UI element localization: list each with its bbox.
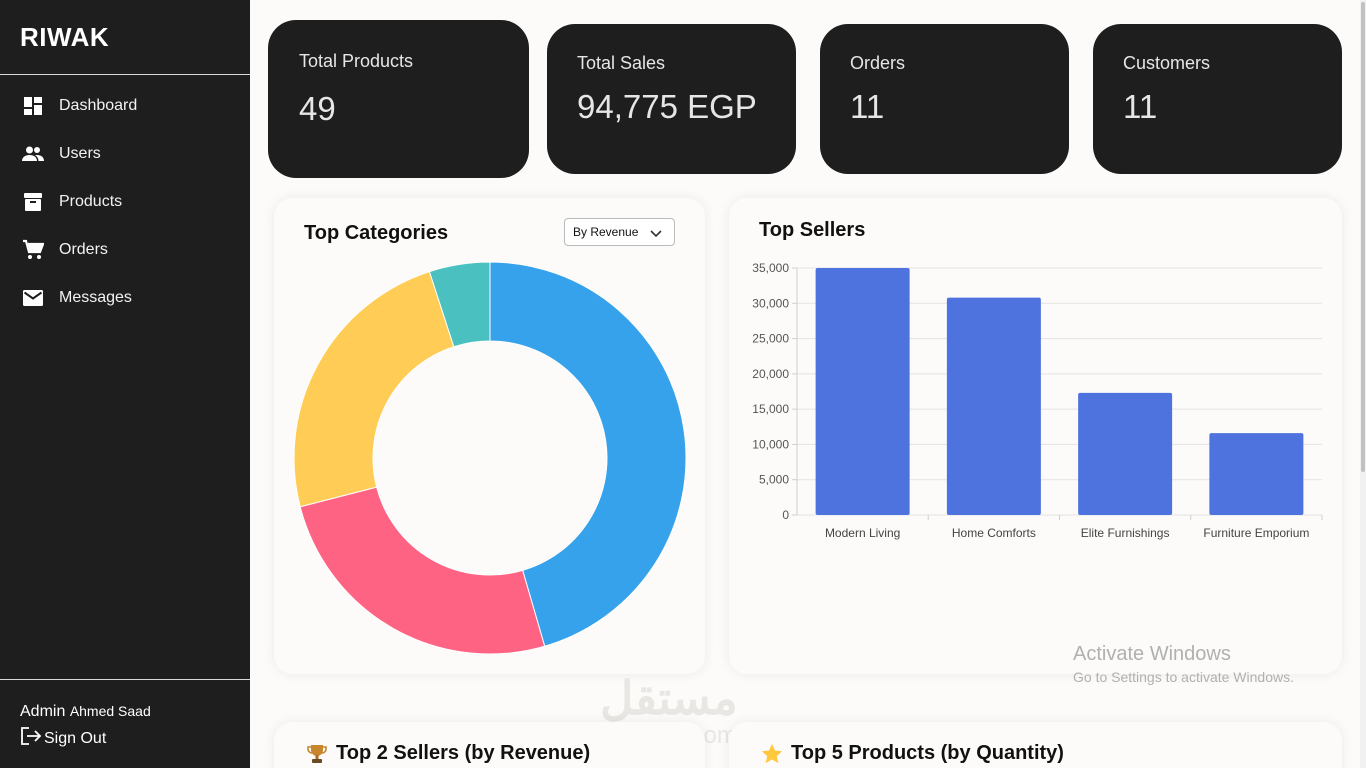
stat-label: Total Sales	[577, 53, 666, 73]
category-donut-chart	[293, 261, 687, 655]
brand-logo[interactable]: RIWAK	[20, 22, 110, 52]
stat-label: Total Products	[299, 51, 414, 71]
sidebar-divider	[0, 74, 250, 75]
panel-title: Top Sellers	[759, 219, 866, 241]
sidebar: RIWAK Dashboard Users Products Orders	[0, 0, 250, 768]
trophy-icon	[306, 743, 328, 765]
bar[interactable]	[815, 268, 910, 515]
top-categories-panel: Top Categories By Revenue	[274, 198, 705, 674]
panel-title: Top Categories	[304, 222, 449, 244]
stat-label: Customers	[1123, 53, 1211, 73]
users-icon	[22, 143, 44, 165]
sellers-bar-chart: 0 5,000 10,000 15,000 20,000 25,000 30,000 35,0…	[752, 261, 1323, 540]
watermark-line1: Activate Windows	[1073, 643, 1231, 665]
stat-card-orders: Orders 11	[820, 24, 1069, 174]
top-sellers-panel: Top Sellers 0 5,000 10,000 15,000 20,000 25,0…	[729, 198, 1342, 674]
sidebar-item-products[interactable]: Products	[0, 178, 250, 226]
watermark-line2: Go to Settings to activate Windows.	[1073, 669, 1294, 685]
stat-value: 49	[299, 90, 336, 127]
stat-card-customers: Customers 11	[1093, 24, 1342, 174]
x-tick-label: Furniture Emporium	[1203, 526, 1309, 540]
activate-windows-watermark: Activate Windows Go to Settings to activ…	[1073, 643, 1294, 685]
sidebar-item-label: Users	[59, 145, 101, 162]
category-sort-dropdown[interactable]: By Revenue	[564, 218, 675, 246]
chevron-down-icon	[650, 227, 662, 241]
sidebar-item-messages[interactable]: Messages	[0, 274, 250, 322]
cart-icon	[22, 239, 44, 261]
donut-slice[interactable]	[299, 486, 546, 655]
sidebar-item-label: Dashboard	[59, 97, 138, 114]
sidebar-item-label: Products	[59, 193, 123, 210]
page-scrollbar[interactable]	[1360, 0, 1366, 768]
bar[interactable]	[1078, 392, 1173, 515]
top-sellers-revenue-panel: Top 2 Sellers (by Revenue)	[274, 722, 705, 768]
y-tick-label: 5,000	[759, 473, 789, 487]
y-tick-label: 30,000	[752, 296, 789, 310]
donut-slice[interactable]	[428, 261, 491, 348]
sidebar-item-dashboard[interactable]: Dashboard	[0, 82, 250, 130]
bar[interactable]	[1209, 433, 1304, 515]
logout-icon	[20, 726, 44, 751]
signout-button[interactable]: Sign Out	[20, 726, 106, 751]
y-tick-label: 20,000	[752, 367, 789, 381]
sidebar-item-label: Messages	[59, 289, 132, 306]
y-tick-label: 0	[782, 508, 789, 522]
signout-label: Sign Out	[44, 729, 107, 747]
sidebar-item-label: Orders	[59, 241, 108, 258]
stat-card-total-sales: Total Sales 94,775 EGP	[547, 24, 796, 174]
sidebar-item-orders[interactable]: Orders	[0, 226, 250, 274]
admin-name: Ahmed Saad	[69, 703, 151, 719]
y-tick-label: 25,000	[752, 332, 789, 346]
sidebar-item-users[interactable]: Users	[0, 130, 250, 178]
stat-card-total-products: Total Products 49	[268, 20, 529, 178]
dropdown-value: By Revenue	[573, 225, 639, 239]
stat-label: Orders	[850, 53, 906, 73]
panel-title: Top 5 Products (by Quantity)	[761, 742, 1064, 765]
panel-title-text: Top 2 Sellers (by Revenue)	[336, 742, 591, 764]
sidebar-nav: Dashboard Users Products Orders Messages	[0, 82, 250, 322]
admin-role: Admin	[20, 703, 66, 720]
mostaql-arabic-text: مستقل	[600, 672, 738, 724]
panel-title-text: Top 5 Products (by Quantity)	[791, 742, 1064, 764]
dashboard-icon	[22, 95, 44, 117]
sidebar-divider	[0, 679, 250, 680]
scrollbar-thumb[interactable]	[1361, 2, 1365, 472]
donut-slice[interactable]	[293, 270, 455, 508]
stat-value: 94,775 EGP	[577, 88, 757, 125]
stat-value: 11	[850, 88, 885, 125]
top-products-quantity-panel: Top 5 Products (by Quantity)	[729, 722, 1342, 768]
y-tick-label: 15,000	[752, 402, 789, 416]
bar[interactable]	[946, 297, 1041, 515]
panel-title: Top 2 Sellers (by Revenue)	[306, 742, 590, 765]
archive-icon	[22, 191, 44, 213]
x-tick-label: Elite Furnishings	[1081, 526, 1170, 540]
donut-slice[interactable]	[489, 261, 687, 647]
y-tick-label: 35,000	[752, 261, 789, 275]
admin-info: Admin Ahmed Saad	[20, 703, 151, 721]
y-tick-label: 10,000	[752, 437, 789, 451]
star-icon	[761, 743, 783, 765]
stat-value: 11	[1123, 88, 1158, 125]
x-tick-label: Home Comforts	[952, 526, 1036, 540]
mail-icon	[22, 287, 44, 309]
x-tick-label: Modern Living	[825, 526, 900, 540]
